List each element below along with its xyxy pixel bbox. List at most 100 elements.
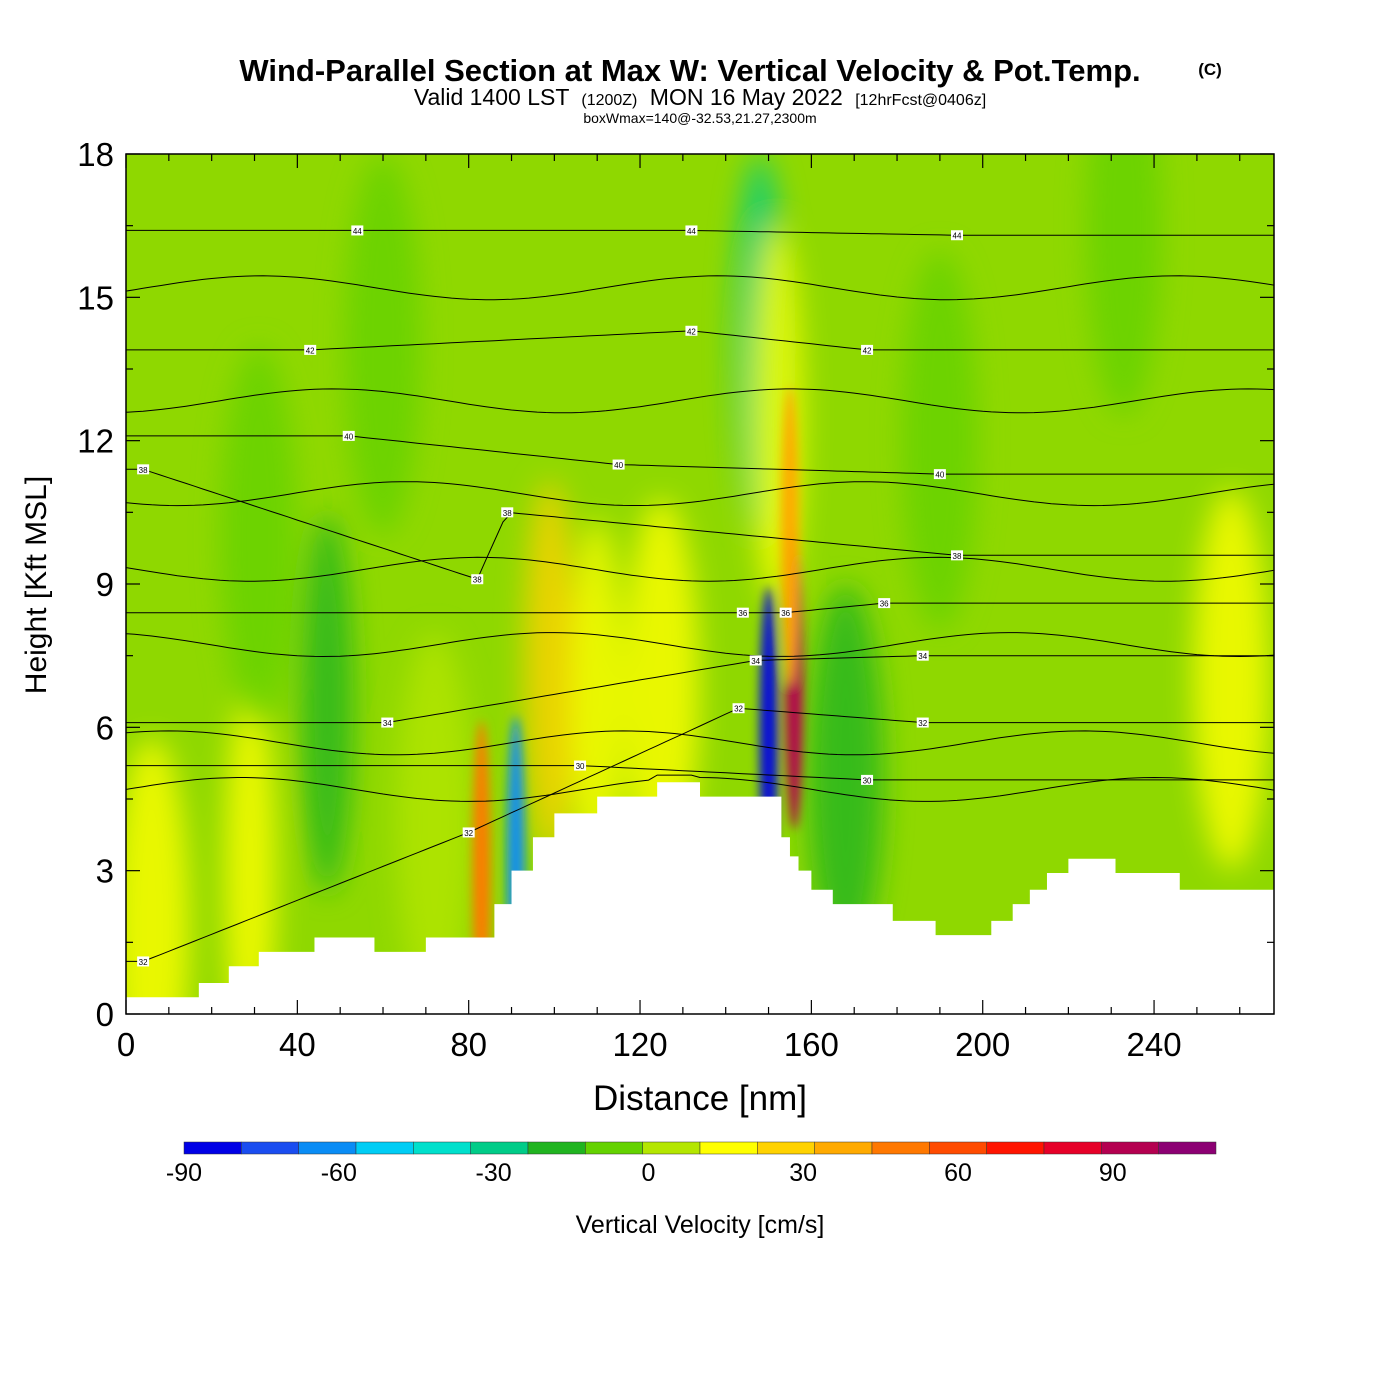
isentrope-32 [126,708,1274,962]
contour-label: 32 [732,703,745,714]
colorbar-segment [986,1141,1045,1155]
colorbar-segment [1043,1141,1102,1155]
contour-label: 36 [878,598,891,609]
svg-text:38: 38 [953,552,962,561]
colorbar-segment [470,1141,529,1155]
svg-text:38: 38 [139,466,148,475]
colorbar-segment [585,1141,643,1155]
isentrope-38 [126,468,1274,580]
isentrope-42 [126,330,1274,351]
isentrope-34 [126,655,1274,724]
contour-label: 44 [951,230,964,241]
colorbar [183,1141,1217,1155]
colorbar-segment [527,1141,586,1155]
isentrope-44 [126,229,1274,236]
colorbar-tick-label: -90 [166,1159,202,1187]
velocity-cell [220,346,297,727]
y-tick-labels: 0 3 6 9 12 15 18 [77,136,114,1033]
svg-text:32: 32 [918,719,927,728]
contour-label: 32 [137,956,150,967]
x-tick-label: 0 [117,1026,135,1063]
y-tick-label: 6 [96,709,114,746]
colorbar-tick-label: 0 [641,1159,655,1187]
svg-text:42: 42 [306,346,315,355]
svg-text:32: 32 [464,829,473,838]
colorbar-tick-label: -30 [476,1159,512,1187]
contour-label: 44 [351,225,364,236]
colorbar-segment [1101,1141,1159,1155]
colorbar-segment [298,1141,357,1155]
colorbar-segment [642,1141,701,1155]
y-axis-label: Height [Kft MSL] [20,476,53,694]
axis-ticks [125,153,1274,1015]
svg-text:38: 38 [503,509,512,518]
isentrope-minor [126,632,1274,658]
subtitle-valid: Valid 1400 LST [414,84,570,110]
colorbar-segment [757,1141,815,1155]
contour-label: 30 [574,760,587,771]
velocity-cell [901,250,978,631]
contour-label: 44 [685,225,698,236]
colorbar-segment [355,1141,414,1155]
svg-text:30: 30 [576,762,585,771]
svg-text:44: 44 [953,232,962,241]
colorbar-segment [814,1141,873,1155]
velocity-cell [396,632,473,1013]
svg-text:44: 44 [353,227,362,236]
y-tick-label: 15 [77,279,114,316]
contour-label: 40 [612,459,625,470]
terrain [126,782,1274,1014]
isentrope-minor [126,774,1274,802]
chart-subtitle-2: boxWmax=140@-32.53,21.27,2300m [583,110,816,126]
x-tick-labels: 0 40 80 120 160 200 240 [117,1026,1182,1063]
svg-text:30: 30 [863,776,872,785]
svg-text:34: 34 [751,657,760,666]
svg-text:36: 36 [880,600,889,609]
contour-label: 34 [916,650,929,661]
colorbar-segment [929,1141,987,1155]
contour-label: 36 [736,607,749,618]
isentrope-36 [126,602,1274,614]
svg-text:34: 34 [918,652,927,661]
velocity-cell [780,386,799,687]
isentrope-30 [126,765,1274,781]
y-tick-label: 3 [96,853,114,890]
isentrope-minor [126,481,1274,507]
x-tick-label: 40 [279,1026,316,1063]
contour-label: 42 [685,325,698,336]
contour-label: 38 [137,464,150,475]
svg-text:36: 36 [781,609,790,618]
velocity-cell [126,738,190,1014]
colorbar-segment [1158,1141,1217,1155]
colorbar-tick-labels: -90 -60 -30 0 30 60 90 [166,1159,1127,1187]
svg-text:32: 32 [139,958,148,967]
y-tick-label: 9 [96,566,114,603]
isentrope-minor [126,275,1274,301]
colorbar-segment [699,1141,758,1155]
y-tick-label: 0 [96,996,114,1033]
contour-label: 42 [304,344,317,355]
svg-text:34: 34 [383,719,392,728]
x-tick-label: 80 [450,1026,487,1063]
x-axis-label: Distance [nm] [593,1079,807,1118]
velocity-cell [345,155,422,536]
subtitle-forecast: [12hrFcst@0406z] [855,92,986,109]
svg-text:42: 42 [687,327,696,336]
colorbar-tick-label: 60 [944,1159,972,1187]
colorbar-tick-label: -60 [321,1159,357,1187]
colorbar-segment [871,1141,930,1155]
chart-title: Wind-Parallel Section at Max W: Vertical… [239,53,1140,88]
x-tick-label: 240 [1127,1026,1182,1063]
velocity-cell [807,585,884,966]
subtitle-date: MON 16 May 2022 [650,84,843,110]
contour-label: 34 [381,717,394,728]
isentrope-minor [126,556,1274,582]
isentrope-minor [126,388,1274,414]
subtitle-utc: (1200Z) [581,92,637,109]
x-tick-label: 120 [612,1026,667,1063]
contour-label: 38 [951,550,964,561]
velocity-cell [301,513,354,894]
svg-text:38: 38 [473,576,482,585]
plot-area: 44 44 44 42 42 42 40 40 40 38 38 38 38 36 36 36 34 34 34 32… [126,154,1274,1014]
svg-text:40: 40 [935,471,944,480]
